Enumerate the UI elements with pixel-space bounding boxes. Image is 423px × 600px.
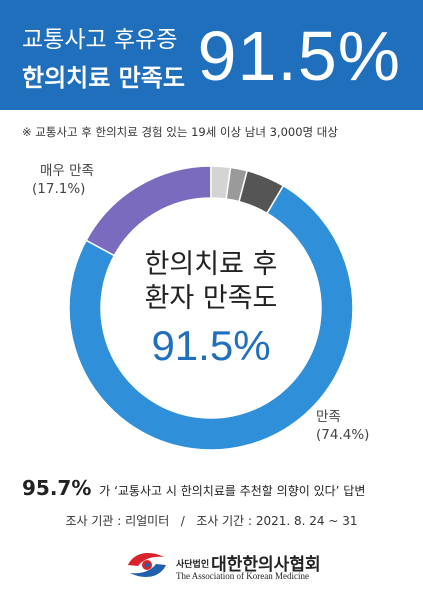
survey-note: ※ 교통사고 후 한의치료 경험 있는 19세 이상 남녀 3,000명 대상 — [22, 125, 338, 139]
center-title-line1: 한의치료 후 — [144, 249, 278, 280]
label-satisfied: 만족 (74.4%) — [316, 408, 369, 444]
recommend-text: 가 ‘교통사고 시 한의치료를 추천할 의향이 있다’ 답변 — [99, 484, 366, 498]
survey-agency: 조사 기관 : 리얼미터 — [65, 514, 170, 528]
header-banner: 교통사고 후유증 한의치료 만족도 91.5% — [0, 0, 423, 110]
org-prefix: 사단법인 — [176, 560, 210, 570]
label-very-satisfied: 매우 만족 (17.1%) — [32, 162, 94, 198]
org-name: 사단법인 대한한의사협회 — [176, 550, 321, 575]
donut-slice-4 — [68, 184, 354, 451]
label-very-satisfied-name: 매우 만족 — [40, 163, 94, 179]
survey-info: 조사 기관 : 리얼미터 / 조사 기간 : 2021. 8. 24 ~ 31 — [0, 512, 423, 529]
label-satisfied-value: (74.4%) — [316, 427, 370, 443]
org-name-text: 대한한의사협회 — [211, 555, 321, 575]
label-very-satisfied-value: (17.1%) — [32, 181, 86, 197]
center-title: 한의치료 후 환자 만족도 — [111, 248, 311, 316]
donut-slice-0 — [85, 165, 212, 257]
survey-period: 조사 기간 : 2021. 8. 24 ~ 31 — [196, 514, 358, 528]
header-line1: 교통사고 후유증 — [22, 27, 178, 53]
org-english-name: The Association of Korean Medicine — [176, 571, 309, 581]
header-line2: 한의치료 만족도 — [22, 64, 185, 92]
header-big-value: 91.5% — [197, 17, 401, 95]
center-title-line2: 환자 만족도 — [144, 283, 278, 314]
recommend-line: 95.7% 가 ‘교통사고 시 한의치료를 추천할 의향이 있다’ 답변 — [22, 476, 422, 500]
association-logo-icon — [128, 553, 166, 577]
recommend-value: 95.7% — [22, 476, 92, 500]
center-value: 91.5% — [151, 322, 271, 369]
label-satisfied-name: 만족 — [316, 409, 341, 425]
survey-separator: / — [180, 514, 185, 528]
